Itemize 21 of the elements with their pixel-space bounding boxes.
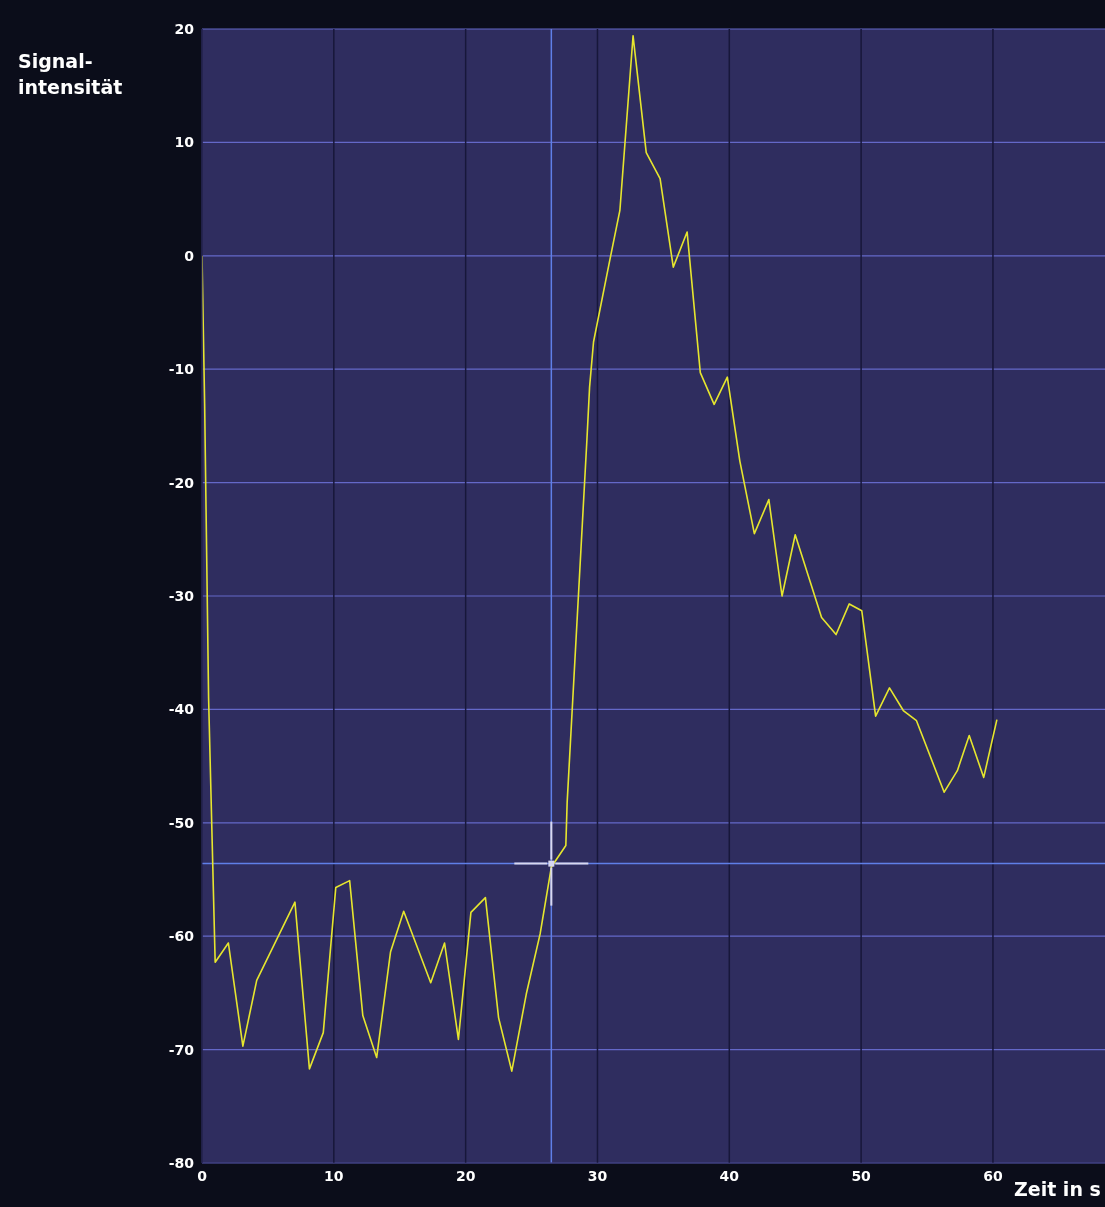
x-tick-label: 0	[197, 1167, 208, 1184]
y-tick-label: 10	[174, 134, 195, 151]
y-tick-label: -60	[168, 928, 195, 945]
y-tick-label: 20	[174, 20, 195, 37]
x-tick-label: 20	[455, 1167, 476, 1184]
y-tick-label: -40	[168, 701, 195, 718]
x-tick-label: 30	[587, 1167, 608, 1184]
y-axis-title: Signal-intensität	[18, 49, 124, 100]
x-axis-title: Zeit in s	[1014, 1178, 1101, 1200]
x-tick-label: 40	[719, 1167, 740, 1184]
y-tick-label: -20	[168, 474, 195, 491]
x-tick-label: 60	[983, 1167, 1003, 1184]
y-tick-label: -30	[168, 587, 195, 604]
y-tick-label: -10	[168, 361, 195, 378]
y-tick-label: -70	[168, 1041, 195, 1058]
x-tick-label: 10	[324, 1167, 344, 1184]
x-tick-label: 50	[851, 1167, 872, 1184]
line-series	[202, 35, 998, 1072]
y-tick-label: -50	[168, 814, 195, 831]
y-tick-label: 0	[184, 247, 195, 264]
y-tick-label: -80	[168, 1154, 195, 1171]
